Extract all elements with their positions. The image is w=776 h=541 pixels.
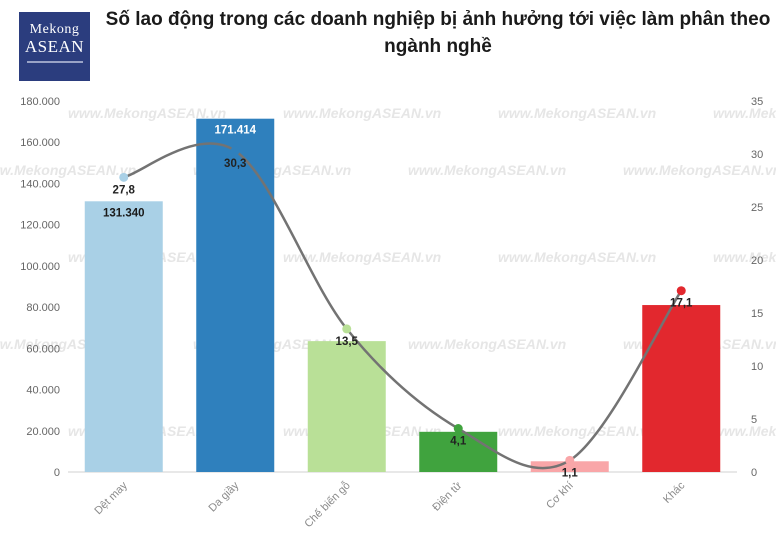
line-marker [119,172,129,182]
line-value-label: 17,1 [670,298,693,310]
y-left-tick-label: 140.000 [20,178,60,190]
bar [419,431,498,472]
brand-line1: Mekong [29,22,80,37]
bar [307,341,386,472]
y-right-tick-label: 10 [751,361,763,373]
y-left-tick-label: 100.000 [20,261,60,273]
chart-title: Số lao động trong các doanh nghiệp bị ản… [105,9,771,57]
labels-layer: 131.340 171.414 27,8 30,3 13,5 4,1 1,1 17,1 [103,125,693,480]
watermark-text: www.MekongASEAN.vn [408,162,566,178]
watermark-text: www.MekongASEAN.vn [623,162,776,178]
bar-value-label: 131.340 [103,207,145,219]
brand-line2: ASEAN [24,37,85,56]
watermark-text: www.MekongASEAN.vn [408,336,566,352]
y-right-tick-label: 20 [751,255,763,267]
x-category-label: Da giầy [207,479,242,514]
y-left-tick-label: 120.000 [20,220,60,232]
watermark-text: www.MekongASEAN.vn [498,105,656,121]
watermark-text: www.MekongASEAN.vn [713,249,776,265]
y-right-tick-label: 25 [751,202,763,214]
y-right-tick-label: 30 [751,149,763,161]
x-category-label: Cơ khí [544,480,576,512]
line-marker [453,424,463,434]
watermark-text: www.MekongASEAN.vn [498,423,656,439]
line-marker [342,324,352,334]
bar [196,118,275,472]
bars-layer [84,118,721,472]
line-value-label: 30,3 [224,158,246,170]
y-left-tick-label: 20.000 [26,426,60,438]
y-right-tick-label: 15 [751,308,763,320]
x-category-label: Điện tử [430,479,464,513]
y-left-tick-label: 60.000 [26,343,60,355]
y-left-tick-label: 160.000 [20,137,60,149]
bar-value-label: 171.414 [214,125,256,137]
y-left-tick-label: 80.000 [26,302,60,314]
watermark-text: www.MekongASEAN.vn [713,105,776,121]
line-marker [565,455,575,465]
y-right-tick-label: 0 [751,467,757,479]
y-left-tick-label: 40.000 [26,385,60,397]
x-category-label: Dệt may [92,479,130,517]
bar [84,201,163,472]
brand-rule [26,61,83,63]
line-value-label: 1,1 [562,467,579,479]
watermark-text: www.MekongASEAN.vn [283,249,441,265]
bar [530,461,609,472]
watermark-text: www.MekongASEAN.vn [283,105,441,121]
x-category-label: Chế biến gỗ [302,479,353,530]
watermark-text: www.MekongASEAN.vn [498,249,656,265]
y-right-tick-label: 35 [751,96,763,108]
x-category-label: Khác [661,479,688,506]
line-marker [230,146,240,156]
brand-logo: Mekong ASEAN [19,12,90,81]
line-marker [676,286,686,296]
line-value-label: 13,5 [336,336,359,348]
y-left-tick-label: 180.000 [20,96,60,108]
watermark-text: www.MekongASEAN.vn [0,162,136,178]
line-value-label: 27,8 [113,184,136,196]
watermark-text: www.MekongASEAN.vn [68,105,226,121]
bar [642,305,721,472]
watermark-text: www.MekongASEAN.vn [713,423,776,439]
y-left-tick-label: 0 [54,467,60,479]
y-right-tick-label: 5 [751,414,757,426]
line-value-label: 4,1 [450,436,467,448]
line-layer [119,142,686,470]
